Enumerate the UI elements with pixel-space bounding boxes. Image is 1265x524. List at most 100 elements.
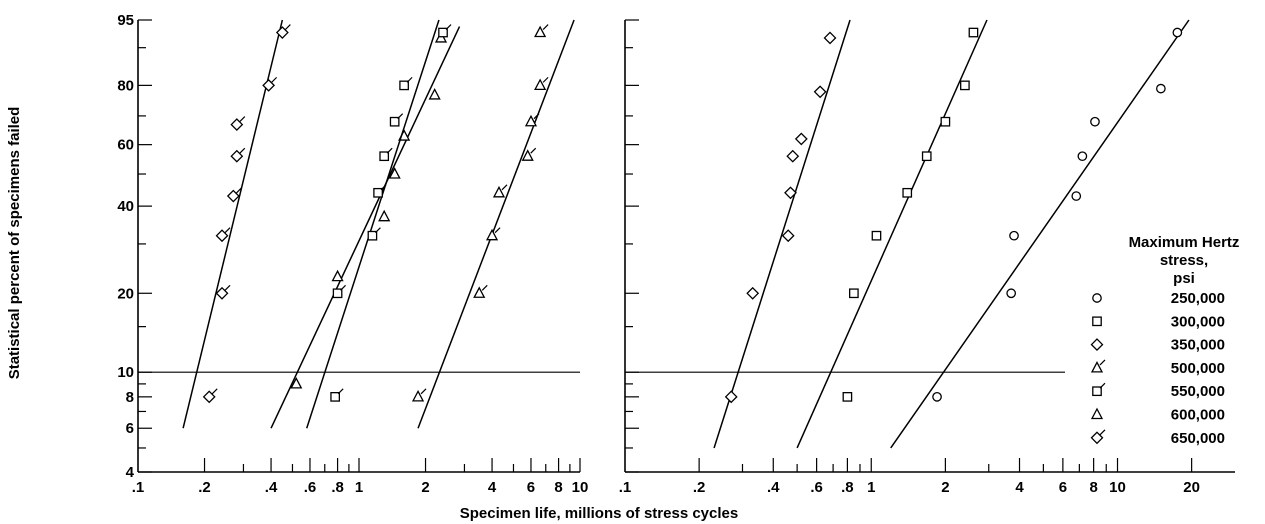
- data-point-300000: [923, 152, 931, 160]
- data-point-550000: [333, 285, 345, 297]
- left-panel: 4 6 8 10 20 40 60 80 95 .1 .2 .4 .6 .8 1 2 4 6 8 10: [117, 12, 588, 496]
- data-point-500000: [494, 185, 507, 197]
- data-point-600000: [379, 211, 389, 221]
- data-point-350000: [825, 32, 836, 43]
- x-tick-label: 6: [1059, 479, 1067, 496]
- y-tick-label: 6: [126, 420, 134, 437]
- x-tick-label: 20: [1183, 479, 1200, 496]
- legend-label: 300,000: [1171, 313, 1225, 330]
- legend: Maximum Hertz stress, psi 250,000 300,000…: [1092, 234, 1240, 447]
- x-tick-label: 1: [867, 479, 875, 496]
- data-point-500000: [526, 114, 539, 126]
- data-point-650000: [231, 148, 245, 162]
- y-tick-label: 95: [117, 12, 134, 29]
- right-panel: .1 .2 .4 .6 .8 1 2 4 6 8 10 20: [619, 20, 1235, 496]
- data-point-350000: [815, 86, 826, 97]
- data-point-250000: [1078, 152, 1086, 160]
- x-tick-label: .8: [841, 479, 854, 496]
- data-point-650000: [204, 389, 218, 403]
- data-point-300000: [961, 81, 969, 89]
- data-point-500000: [474, 285, 487, 297]
- legend-marker-500000: [1092, 360, 1105, 372]
- data-point-250000: [1157, 84, 1165, 92]
- data-point-300000: [941, 118, 949, 126]
- x-tick-label: 4: [488, 479, 497, 496]
- x-tick-label: .6: [810, 479, 823, 496]
- y-axis-title: Statistical percent of specimens failed: [6, 107, 23, 380]
- data-point-250000: [1007, 289, 1015, 297]
- fit-line-350000: [714, 20, 850, 448]
- data-point-600000: [430, 89, 440, 99]
- legend-title-line-1: Maximum Hertz: [1129, 234, 1240, 251]
- data-point-650000: [217, 228, 231, 242]
- data-point-550000: [400, 77, 412, 89]
- legend-label: 650,000: [1171, 430, 1225, 447]
- fit-line-500000: [418, 20, 574, 428]
- y-tick-label: 60: [117, 137, 134, 154]
- data-point-300000: [843, 393, 851, 401]
- data-point-600000: [333, 271, 343, 281]
- fit-line-300000: [797, 20, 987, 448]
- legend-marker-350000: [1092, 339, 1103, 350]
- x-tick-label: .2: [198, 479, 211, 496]
- data-point-650000: [231, 117, 245, 131]
- data-point-300000: [850, 289, 858, 297]
- data-point-250000: [1091, 118, 1099, 126]
- x-tick-label: 2: [421, 479, 429, 496]
- data-point-500000: [535, 77, 548, 89]
- data-point-550000: [439, 25, 451, 37]
- y-tick-label: 80: [117, 77, 134, 94]
- data-point-300000: [969, 28, 977, 36]
- data-point-550000: [380, 148, 392, 160]
- x-tick-label: .2: [693, 479, 706, 496]
- legend-title-line-3: psi: [1173, 270, 1195, 287]
- data-point-550000: [331, 389, 343, 401]
- legend-label: 350,000: [1171, 337, 1225, 354]
- y-tick-label: 20: [117, 285, 134, 302]
- data-point-350000: [796, 133, 807, 144]
- y-tick-label: 10: [117, 364, 134, 381]
- legend-label: 500,000: [1171, 360, 1225, 377]
- legend-marker-300000: [1093, 317, 1101, 325]
- x-tick-label: .8: [331, 479, 344, 496]
- data-point-250000: [1173, 28, 1181, 36]
- data-point-350000: [747, 288, 758, 299]
- x-tick-label: 8: [1089, 479, 1097, 496]
- data-point-550000: [390, 114, 402, 126]
- legend-marker-600000: [1092, 409, 1102, 419]
- data-point-650000: [217, 285, 231, 299]
- data-point-500000: [413, 389, 426, 401]
- x-tick-label: 8: [554, 479, 562, 496]
- data-point-250000: [933, 393, 941, 401]
- data-point-250000: [1010, 232, 1018, 240]
- data-point-500000: [535, 25, 548, 37]
- x-tick-label: 6: [527, 479, 535, 496]
- data-point-350000: [787, 151, 798, 162]
- fit-line-550000: [307, 20, 439, 428]
- x-tick-label: 4: [1015, 479, 1024, 496]
- data-point-550000: [368, 228, 380, 240]
- fit-line-600000: [271, 27, 459, 429]
- legend-label: 550,000: [1171, 383, 1225, 400]
- legend-marker-250000: [1093, 294, 1101, 302]
- x-tick-label: .4: [265, 479, 278, 496]
- data-point-300000: [903, 189, 911, 197]
- x-axis-title: Specimen life, millions of stress cycles: [460, 505, 738, 522]
- x-tick-label: 10: [1109, 479, 1126, 496]
- legend-label: 600,000: [1171, 407, 1225, 424]
- y-tick-label: 8: [126, 389, 134, 406]
- x-tick-label: .1: [132, 479, 145, 496]
- legend-title-line-2: stress,: [1160, 252, 1208, 269]
- x-tick-label: .6: [304, 479, 317, 496]
- legend-marker-550000: [1093, 383, 1105, 395]
- x-tick-label: 2: [941, 479, 949, 496]
- x-tick-label: .1: [619, 479, 632, 496]
- x-tick-label: 10: [572, 479, 589, 496]
- data-point-350000: [726, 391, 737, 402]
- legend-label: 250,000: [1171, 290, 1225, 307]
- legend-marker-650000: [1092, 430, 1106, 444]
- data-point-300000: [872, 232, 880, 240]
- y-tick-label: 40: [117, 198, 134, 215]
- x-tick-label: 1: [355, 479, 363, 496]
